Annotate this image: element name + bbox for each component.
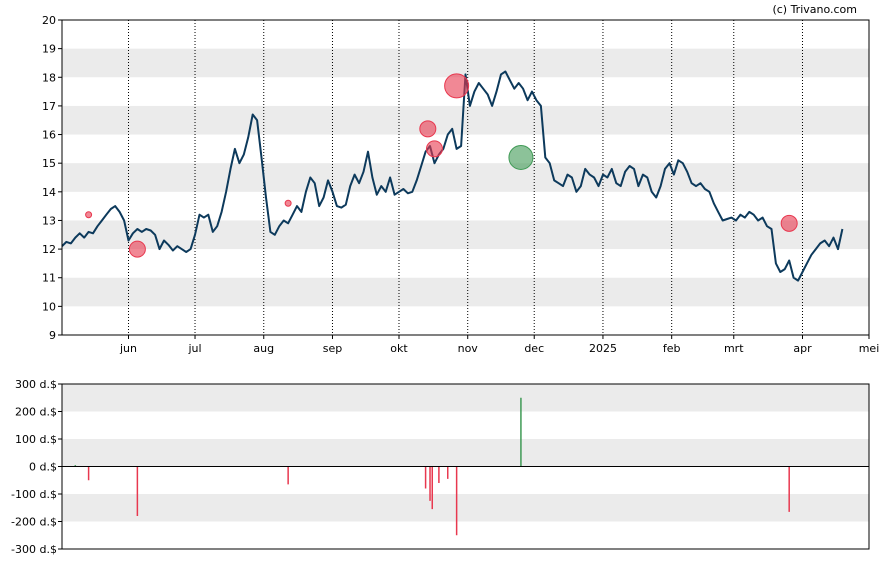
price-gridbands: [62, 48, 869, 307]
x-tick-label: mei: [859, 342, 880, 355]
chart-credit: (c) Trivano.com: [772, 3, 857, 16]
price-band: [62, 220, 869, 250]
volume-gridbands: [62, 384, 869, 522]
volume-y-tick-label: -100 d.$: [11, 488, 57, 501]
volume-y-tick-label: -200 d.$: [11, 516, 57, 529]
sell-trade-marker: [419, 120, 437, 138]
trade-marker-layer: [85, 73, 798, 258]
x-tick-label: sep: [323, 342, 342, 355]
x-tick-label: mrt: [724, 342, 744, 355]
volume-y-ticks: 300 d.$ 200 d.$ 100 d.$ 0 d.$ -100 d.$ -200 d…: [11, 378, 62, 556]
volume-y-tick-label: 0 d.$: [29, 461, 57, 474]
volume-y-tick-label: 100 d.$: [15, 433, 57, 446]
y-tick-label: 9: [49, 329, 56, 342]
x-tick-label: okt: [390, 342, 408, 355]
volume-band: [62, 384, 869, 412]
sell-trade-marker: [780, 214, 798, 232]
sell-trade-marker: [128, 240, 146, 258]
price-series-line: [61, 70, 844, 282]
x-tick-label: dec: [524, 342, 544, 355]
volume-band: [62, 494, 869, 522]
x-tick-label: jul: [187, 342, 201, 355]
x-tick-label: feb: [663, 342, 681, 355]
x-tick-label: jun: [119, 342, 137, 355]
y-tick-label: 19: [42, 43, 56, 56]
price-band: [62, 163, 869, 192]
y-tick-label: 15: [42, 157, 56, 170]
y-tick-label: 18: [42, 71, 56, 84]
price-y-ticks: 9 10 11 12 13 14 15 16 17 18 19 20: [42, 14, 62, 342]
y-tick-label: 10: [42, 300, 56, 313]
x-tick-label: nov: [458, 342, 479, 355]
y-tick-label: 17: [42, 100, 56, 113]
y-tick-label: 13: [42, 214, 56, 227]
x-tick-label: apr: [793, 342, 812, 355]
sell-trade-marker: [85, 211, 93, 219]
y-tick-label: 11: [42, 272, 56, 285]
x-tick-label: 2025: [589, 342, 617, 355]
price-band: [62, 48, 869, 78]
price-plot-frame: [61, 19, 870, 336]
sell-trade-marker: [425, 140, 443, 158]
y-tick-label: 20: [42, 14, 56, 27]
y-tick-label: 12: [42, 243, 56, 256]
price-band: [62, 277, 869, 307]
volume-y-tick-label: 300 d.$: [15, 378, 57, 391]
volume-bar-layer: [74, 397, 790, 536]
sell-trade-marker: [444, 73, 470, 99]
price-line-layer: [61, 70, 844, 282]
sell-trade-marker: [284, 199, 292, 207]
y-tick-label: 14: [42, 186, 56, 199]
volume-y-tick-label: -300 d.$: [11, 543, 57, 556]
volume-band: [62, 439, 869, 467]
y-tick-label: 16: [42, 129, 56, 142]
volume-y-tick-label: 200 d.$: [15, 406, 57, 419]
price-band: [62, 105, 869, 135]
buy-trade-marker: [508, 144, 534, 170]
x-tick-label: aug: [253, 342, 274, 355]
price-x-ticks: jun jul aug sep okt nov dec 2025 feb mrt apr mei: [119, 335, 879, 355]
